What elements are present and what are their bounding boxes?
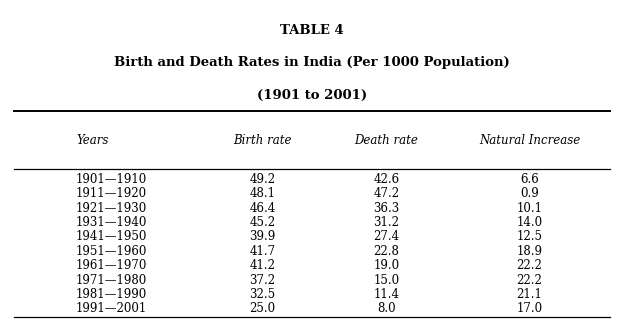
Text: TABLE 4: TABLE 4 <box>280 24 344 37</box>
Text: 8.0: 8.0 <box>378 303 396 315</box>
Text: 48.1: 48.1 <box>250 187 275 200</box>
Text: 14.0: 14.0 <box>517 216 542 229</box>
Text: 1971—1980: 1971—1980 <box>76 274 147 287</box>
Text: 12.5: 12.5 <box>517 230 542 244</box>
Text: 15.0: 15.0 <box>374 274 399 287</box>
Text: Years: Years <box>76 134 109 147</box>
Text: 10.1: 10.1 <box>517 202 542 215</box>
Text: 19.0: 19.0 <box>374 259 399 272</box>
Text: 11.4: 11.4 <box>374 288 399 301</box>
Text: 22.8: 22.8 <box>374 245 399 258</box>
Text: 1901—1910: 1901—1910 <box>76 173 147 186</box>
Text: 1951—1960: 1951—1960 <box>76 245 147 258</box>
Text: 41.7: 41.7 <box>249 245 275 258</box>
Text: 22.2: 22.2 <box>517 274 542 287</box>
Text: 1941—1950: 1941—1950 <box>76 230 147 244</box>
Text: 1981—1990: 1981—1990 <box>76 288 147 301</box>
Text: (1901 to 2001): (1901 to 2001) <box>257 89 367 102</box>
Text: 1911—1920: 1911—1920 <box>76 187 147 200</box>
Text: Birth and Death Rates in India (Per 1000 Population): Birth and Death Rates in India (Per 1000… <box>114 56 510 69</box>
Text: Birth rate: Birth rate <box>233 134 291 147</box>
Text: 42.6: 42.6 <box>374 173 399 186</box>
Text: 22.2: 22.2 <box>517 259 542 272</box>
Text: 31.2: 31.2 <box>374 216 399 229</box>
Text: 36.3: 36.3 <box>373 202 399 215</box>
Text: 1921—1930: 1921—1930 <box>76 202 147 215</box>
Text: 39.9: 39.9 <box>249 230 275 244</box>
Text: 21.1: 21.1 <box>517 288 542 301</box>
Text: 6.6: 6.6 <box>520 173 539 186</box>
Text: 18.9: 18.9 <box>517 245 542 258</box>
Text: 25.0: 25.0 <box>249 303 275 315</box>
Text: 32.5: 32.5 <box>249 288 275 301</box>
Text: 49.2: 49.2 <box>249 173 275 186</box>
Text: 27.4: 27.4 <box>374 230 399 244</box>
Text: 17.0: 17.0 <box>517 303 542 315</box>
Text: Death rate: Death rate <box>354 134 419 147</box>
Text: 45.2: 45.2 <box>249 216 275 229</box>
Text: 1931—1940: 1931—1940 <box>76 216 147 229</box>
Text: 1991—2001: 1991—2001 <box>76 303 147 315</box>
Text: 41.2: 41.2 <box>250 259 275 272</box>
Text: 37.2: 37.2 <box>249 274 275 287</box>
Text: 1961—1970: 1961—1970 <box>76 259 147 272</box>
Text: Natural Increase: Natural Increase <box>479 134 580 147</box>
Text: 0.9: 0.9 <box>520 187 539 200</box>
Text: 47.2: 47.2 <box>374 187 399 200</box>
Text: 46.4: 46.4 <box>249 202 275 215</box>
